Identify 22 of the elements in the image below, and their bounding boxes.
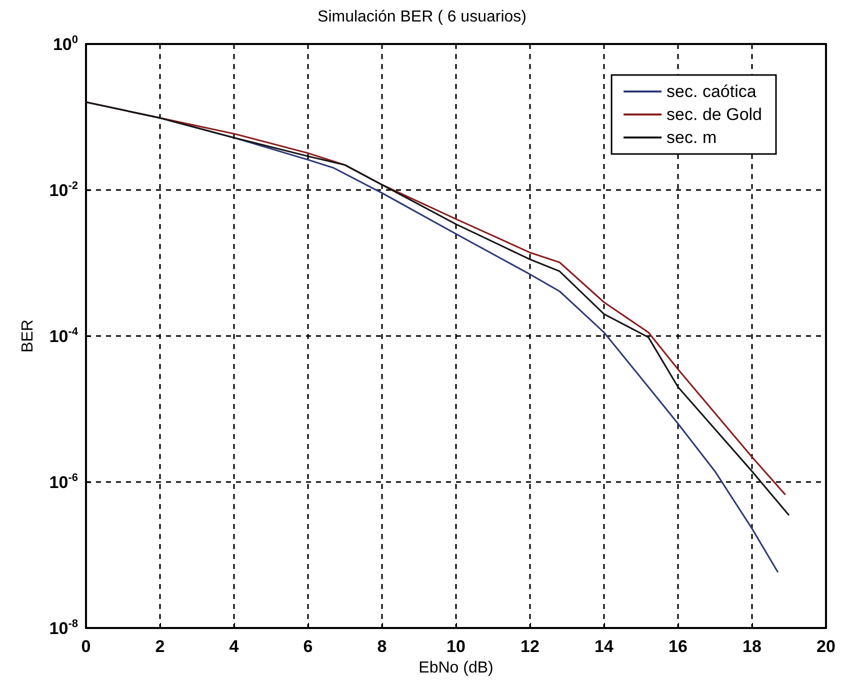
x-tick-label: 20 — [816, 637, 836, 656]
x-tick-label: 8 — [377, 637, 387, 656]
x-axis-title: EbNo (dB) — [418, 660, 494, 676]
x-tick-label: 6 — [303, 637, 313, 656]
y-tick-label: 10$^{0}$ — [52, 34, 78, 54]
y-tick-label: 10$^{-2}$ — [49, 180, 78, 200]
x-tick-label: 14 — [594, 637, 614, 656]
x-tick-label: 18 — [742, 637, 762, 656]
legend-label: sec. de Gold — [666, 105, 762, 124]
y-axis-title: BER — [20, 320, 36, 352]
x-tick-label: 0 — [81, 637, 91, 656]
y-tick-label: 10$^{-4}$ — [49, 326, 78, 346]
x-tick-label: 4 — [229, 637, 240, 656]
y-tick-label: 10$^{-6}$ — [49, 472, 78, 492]
x-tick-label: 12 — [520, 637, 540, 656]
legend-label: sec. caótica — [666, 82, 757, 101]
y-tick-label: 10$^{-8}$ — [49, 618, 78, 638]
x-tick-label: 2 — [155, 637, 165, 656]
chart-title: Simulación BER ( 6 usuarios) — [318, 8, 526, 26]
x-tick-label: 16 — [668, 637, 688, 656]
legend-label: sec. m — [666, 128, 717, 147]
x-tick-label: 10 — [446, 637, 466, 656]
